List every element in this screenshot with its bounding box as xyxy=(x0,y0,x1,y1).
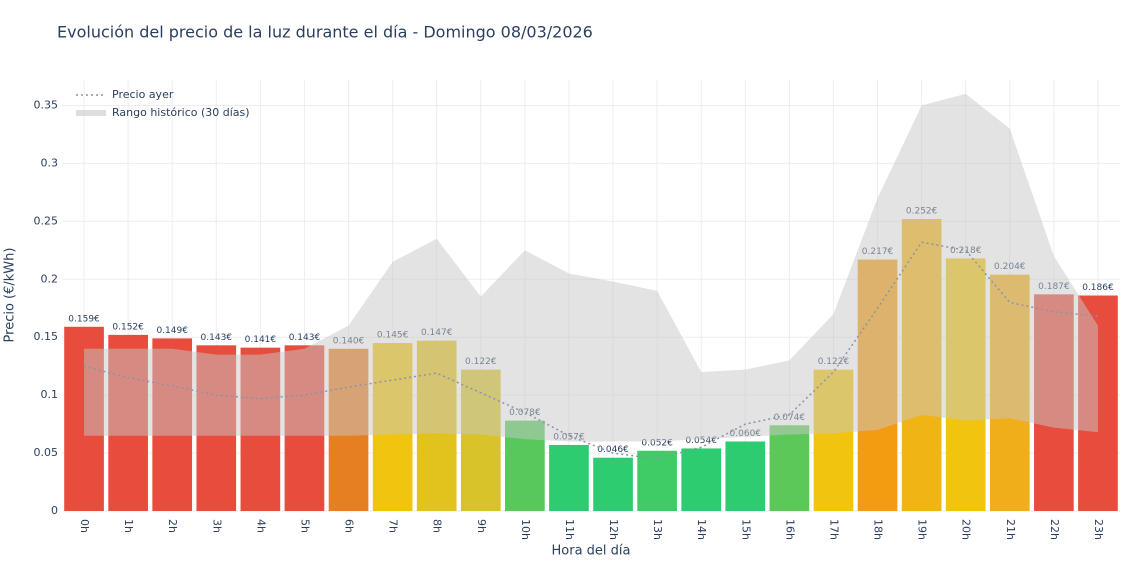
value-label: 0.054€ xyxy=(685,436,717,446)
x-tick-label: 5h xyxy=(298,519,311,533)
chart-title: Evolución del precio de la luz durante e… xyxy=(57,23,593,42)
value-label: 0.149€ xyxy=(156,326,188,336)
x-tick-label: 13h xyxy=(651,519,664,540)
x-tick-label: 15h xyxy=(739,519,752,540)
value-label: 0.143€ xyxy=(201,333,233,343)
y-tick-label: 0.15 xyxy=(34,330,59,343)
x-tick-label: 14h xyxy=(695,519,708,540)
value-label: 0.152€ xyxy=(112,322,144,332)
x-tick-label: 20h xyxy=(960,519,973,540)
x-tick-label: 17h xyxy=(827,519,840,540)
y-tick-label: 0 xyxy=(51,504,58,517)
value-label: 0.052€ xyxy=(641,438,673,448)
bar xyxy=(725,441,766,511)
x-tick-label: 21h xyxy=(1004,519,1017,540)
bar xyxy=(769,425,810,511)
x-tick-label: 6h xyxy=(343,519,356,533)
bar xyxy=(637,450,677,511)
bar xyxy=(681,448,722,511)
y-tick-label: 0.05 xyxy=(34,446,59,459)
y-tick-label: 0.2 xyxy=(41,272,59,285)
x-tick-label: 22h xyxy=(1048,519,1061,540)
x-tick-label: 11h xyxy=(563,519,576,540)
x-tick-label: 16h xyxy=(783,519,796,540)
x-tick-label: 23h xyxy=(1092,519,1105,540)
x-tick-label: 4h xyxy=(254,519,267,533)
x-tick-label: 8h xyxy=(431,519,444,533)
x-axis-title: Hora del día xyxy=(552,544,631,559)
bar xyxy=(593,457,633,511)
legend-label: Precio ayer xyxy=(112,88,174,101)
x-tick-label: 0h xyxy=(78,519,91,533)
value-label: 0.159€ xyxy=(68,314,100,324)
x-tick-label: 7h xyxy=(387,519,400,533)
x-tick-label: 12h xyxy=(607,519,620,540)
y-tick-label: 0.25 xyxy=(34,214,59,227)
value-label: 0.141€ xyxy=(245,335,277,345)
x-tick-label: 9h xyxy=(475,519,488,533)
range-area xyxy=(84,93,1098,442)
value-label: 0.046€ xyxy=(597,445,629,455)
x-tick-label: 3h xyxy=(210,519,223,533)
y-axis-title: Precio (€/kWh) xyxy=(3,248,18,343)
x-tick-label: 18h xyxy=(872,519,885,540)
x-tick-label: 19h xyxy=(916,519,929,540)
y-tick-label: 0.1 xyxy=(41,388,59,401)
y-tick-label: 0.3 xyxy=(41,156,59,169)
y-tick-label: 0.35 xyxy=(34,98,59,111)
value-label: 0.143€ xyxy=(289,333,321,343)
x-tick-label: 1h xyxy=(122,519,135,533)
legend-label: Rango histórico (30 días) xyxy=(112,106,250,119)
x-tick-label: 2h xyxy=(166,519,179,533)
x-tick-label: 10h xyxy=(519,519,532,540)
bar xyxy=(549,444,589,511)
value-label: 0.186€ xyxy=(1082,283,1114,293)
